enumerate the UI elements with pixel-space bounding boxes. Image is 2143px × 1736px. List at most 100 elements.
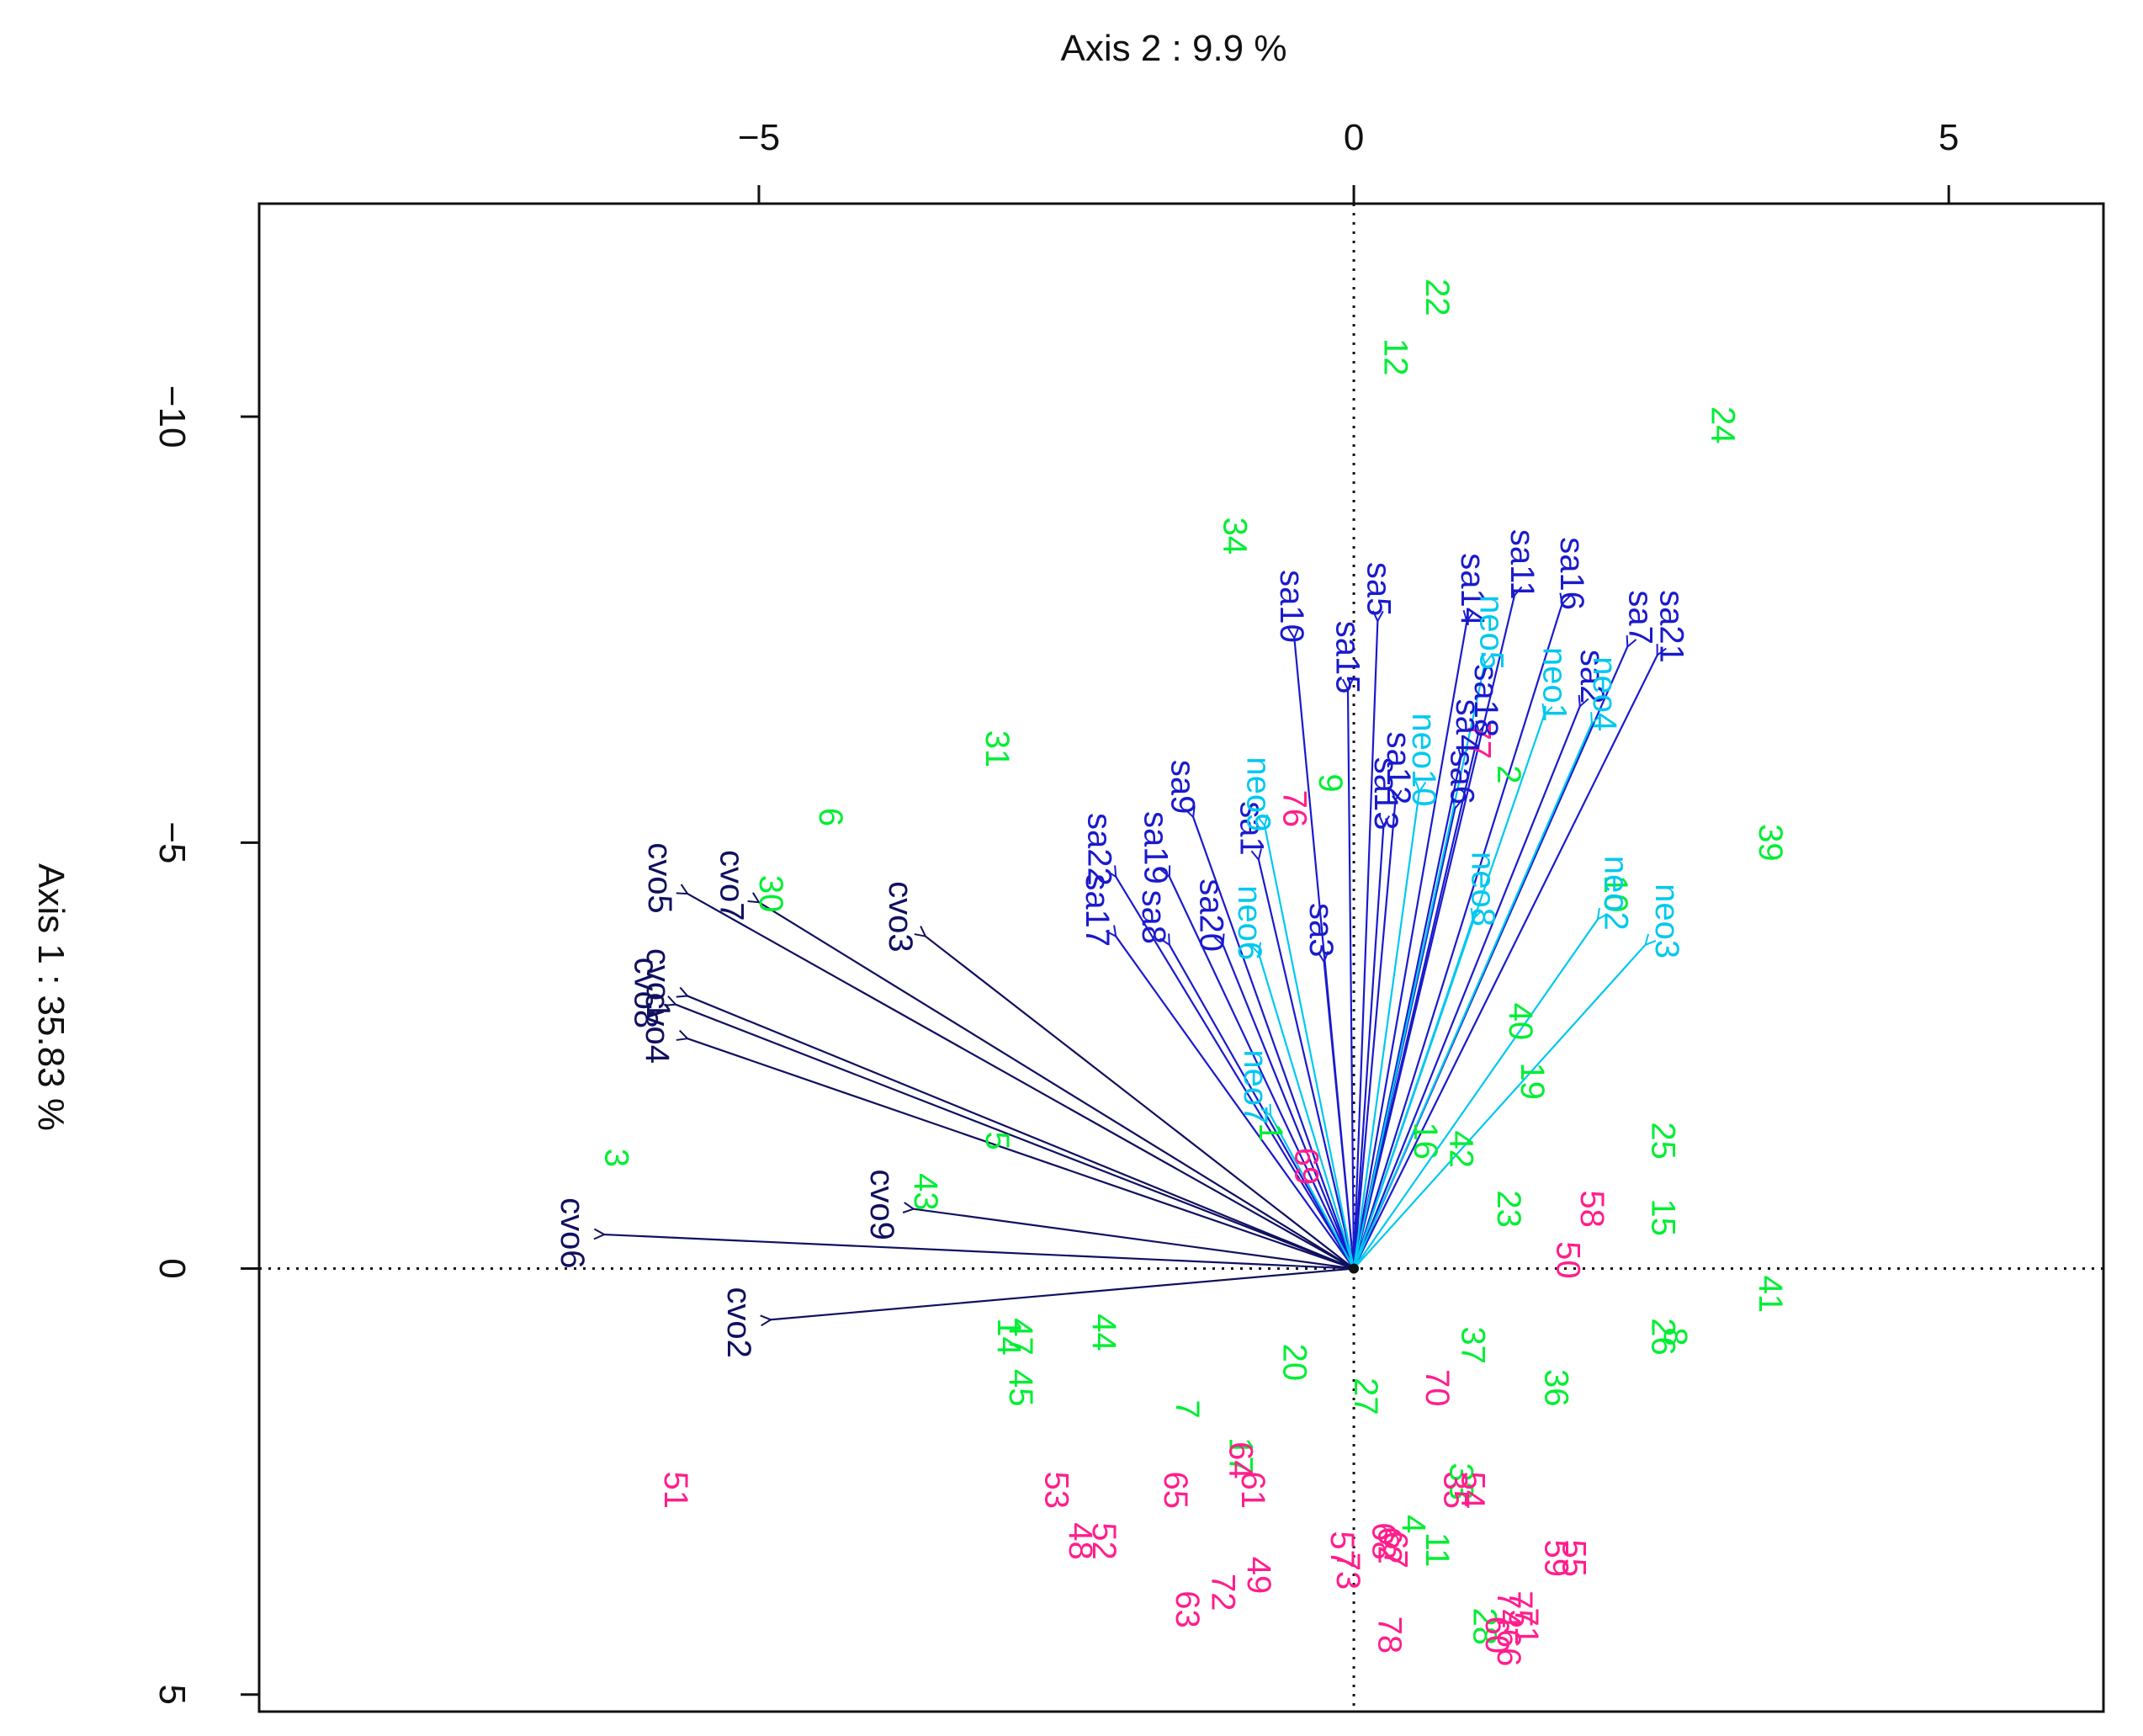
- point-label-45: 45: [1002, 1369, 1039, 1407]
- x-axis-title: Axis 2 : 9.9 %: [1060, 28, 1286, 69]
- point-label-9: 9: [1312, 773, 1349, 792]
- point-label-23: 23: [1490, 1190, 1527, 1228]
- point-label-5: 5: [979, 1132, 1016, 1150]
- vector-label-neo7: neo7: [1237, 1049, 1274, 1124]
- vector-label-sa22: sa22: [1080, 813, 1117, 886]
- point-label-39: 39: [1752, 824, 1789, 862]
- point-label-36: 36: [1537, 1369, 1574, 1407]
- point-label-69: 69: [1287, 1148, 1324, 1186]
- point-label-43: 43: [907, 1173, 944, 1211]
- point-label-31: 31: [979, 730, 1016, 768]
- vector-arrow-cvo2: [771, 1269, 1354, 1320]
- point-label-58: 58: [1573, 1190, 1610, 1228]
- vector-label-neo2: neo2: [1598, 856, 1635, 931]
- vector-arrow-cvo6: [604, 1234, 1354, 1268]
- point-label-8: 8: [1657, 1327, 1694, 1346]
- point-label-44: 44: [1085, 1314, 1122, 1351]
- point-label-30: 30: [752, 875, 789, 913]
- vector-label-sa20: sa20: [1192, 879, 1229, 952]
- point-label-65: 65: [1157, 1472, 1194, 1510]
- vector-label-neo5: neo5: [1473, 595, 1510, 670]
- y-tick-label: 5: [151, 1685, 193, 1705]
- vector-label-sa8: sa8: [1135, 890, 1172, 945]
- vector-label-sa16: sa16: [1553, 537, 1590, 610]
- point-label-54: 54: [1454, 1472, 1491, 1510]
- y-tick-label: −10: [151, 385, 193, 449]
- x-tick-label: 0: [1344, 117, 1364, 158]
- point-label-49: 49: [1240, 1557, 1277, 1595]
- point-label-73: 73: [1329, 1553, 1366, 1590]
- point-label-16: 16: [1407, 1122, 1444, 1160]
- vector-label-sa19: sa19: [1138, 811, 1175, 884]
- point-label-63: 63: [1169, 1590, 1206, 1628]
- vector-label-neo10: neo10: [1405, 713, 1442, 806]
- vector-label-cvo9: cvo9: [863, 1169, 900, 1240]
- point-label-11: 11: [1419, 1532, 1456, 1568]
- point-label-67: 67: [1377, 1531, 1414, 1569]
- point-label-40: 40: [1502, 1003, 1539, 1041]
- point-label-20: 20: [1276, 1344, 1313, 1382]
- point-label-53: 53: [1038, 1472, 1075, 1510]
- vector-label-neo3: neo3: [1648, 884, 1685, 958]
- point-label-51: 51: [657, 1472, 694, 1510]
- vector-label-sa13: sa13: [1367, 757, 1404, 831]
- vector-label-cvo8: cvo8: [628, 958, 665, 1029]
- vector-label-sa10: sa10: [1273, 570, 1310, 643]
- point-label-72: 72: [1204, 1574, 1241, 1611]
- point-label-25: 25: [1645, 1122, 1682, 1160]
- vector-label-cvo6: cvo6: [554, 1197, 591, 1269]
- vector-label-neo8: neo8: [1465, 852, 1502, 926]
- point-label-78: 78: [1371, 1617, 1408, 1654]
- point-label-12: 12: [1377, 338, 1414, 376]
- vector-label-sa5: sa5: [1361, 562, 1398, 617]
- point-label-61: 61: [1234, 1472, 1271, 1510]
- vector-arrow-sa17: [1116, 937, 1354, 1269]
- biplot-figure: Axis 2 : 9.9 % Axis 1 : 35.83 % −5 0 5 −10…: [0, 0, 2143, 1736]
- point-label-27: 27: [1347, 1378, 1384, 1415]
- origin-dot: [1349, 1264, 1359, 1274]
- point-label-15: 15: [1645, 1199, 1682, 1237]
- vector-label-sa11: sa11: [1504, 529, 1541, 600]
- vector-label-neo9: neo9: [1239, 757, 1276, 831]
- vector-label-neo1: neo1: [1536, 647, 1573, 722]
- vector-arrow-neo8: [1354, 919, 1472, 1268]
- point-label-24: 24: [1704, 406, 1741, 444]
- point-label-14: 14: [990, 1318, 1027, 1356]
- vector-label-cvo3: cvo3: [882, 881, 919, 953]
- vector-label-neo4: neo4: [1586, 656, 1623, 731]
- point-label-41: 41: [1752, 1276, 1789, 1314]
- vector-label-neo6: neo6: [1231, 885, 1268, 960]
- point-label-76: 76: [1276, 790, 1313, 828]
- point-label-70: 70: [1419, 1369, 1456, 1407]
- point-label-19: 19: [1514, 1063, 1551, 1101]
- vector-label-sa21: sa21: [1653, 590, 1690, 663]
- point-label-52: 52: [1085, 1522, 1122, 1560]
- vector-label-sa15: sa15: [1329, 621, 1366, 694]
- point-label-50: 50: [1550, 1241, 1587, 1279]
- vector-label-cvo7: cvo7: [713, 850, 751, 921]
- point-label-22: 22: [1419, 279, 1456, 316]
- x-axis: −5 0 5: [738, 117, 1960, 204]
- x-tick-label: 5: [1939, 117, 1959, 158]
- point-label-7: 7: [1169, 1399, 1206, 1418]
- vector-label-sa6: sa6: [1443, 750, 1480, 804]
- point-label-55: 55: [1556, 1540, 1593, 1578]
- vector-arrow-neo9: [1265, 826, 1354, 1268]
- y-tick-label: 0: [151, 1258, 193, 1278]
- vector-label-sa18: sa18: [1467, 664, 1504, 737]
- point-label-1: 1: [1252, 1123, 1289, 1141]
- vector-label-cvo5: cvo5: [641, 842, 678, 914]
- x-tick-label: −5: [738, 117, 780, 158]
- point-label-37: 37: [1454, 1326, 1491, 1364]
- point-label-42: 42: [1442, 1131, 1479, 1169]
- point-label-71: 71: [1508, 1608, 1545, 1646]
- point-label-2: 2: [1490, 765, 1527, 783]
- point-label-3: 3: [597, 1149, 634, 1167]
- point-label-34: 34: [1217, 518, 1254, 555]
- vector-label-sa3: sa3: [1302, 903, 1339, 958]
- y-axis-title: Axis 1 : 35.83 %: [30, 863, 72, 1131]
- vector-label-cvo2: cvo2: [720, 1287, 757, 1358]
- vector-label-sa9: sa9: [1164, 760, 1201, 815]
- y-tick-label: −5: [151, 821, 193, 863]
